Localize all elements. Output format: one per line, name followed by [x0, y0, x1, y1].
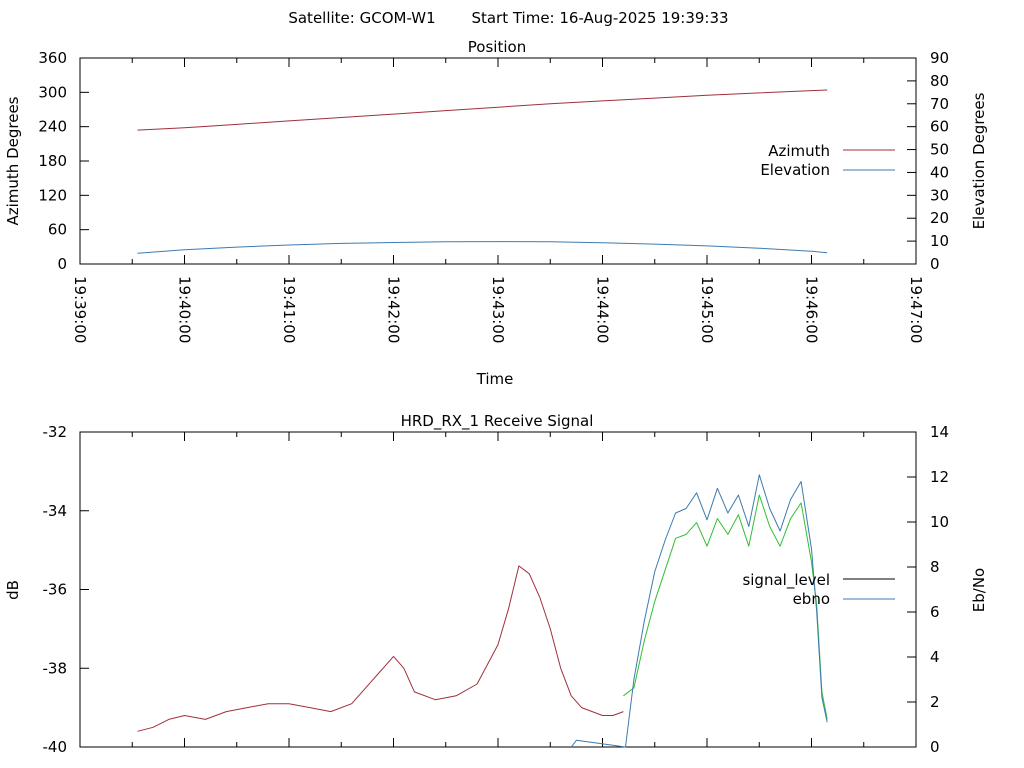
legend-azimuth-label: Azimuth	[768, 142, 830, 160]
start-time-label: Start Time: 16-Aug-2025 19:39:33	[471, 9, 728, 27]
position-ylabel: Azimuth Degrees	[4, 96, 22, 225]
signal-chart: HRD_RX_1 Receive Signal -40 -38 -36 -34 -32 0…	[4, 412, 988, 756]
signal-plot-frame	[79, 431, 917, 748]
position-ytick-label: 180	[38, 152, 67, 170]
signal-axes: -40 -38 -36 -34 -32 0 2 4 6 8 10 12 14	[43, 423, 950, 756]
position-y2tick-label: 20	[930, 209, 949, 227]
position-series-azimuth-line-0	[137, 89, 828, 131]
position-xtick-label: 19:45:00	[698, 276, 716, 343]
position-series	[137, 89, 828, 254]
position-xtick-label: 19:46:00	[803, 276, 821, 343]
position-axes: 19:39:00 19:40:00 19:41:00 19:42:00 19:43:00…	[38, 49, 949, 343]
signal-series-ebno-line-2	[570, 474, 828, 748]
position-title: Position	[468, 38, 526, 56]
signal-y2tick-label: 14	[930, 423, 949, 441]
signal-title: HRD_RX_1 Receive Signal	[401, 412, 594, 431]
signal-ytick-label: -36	[43, 581, 68, 599]
position-y2tick-label: 50	[930, 141, 949, 159]
position-legend: Azimuth Elevation	[760, 142, 895, 179]
legend-ebno-label: ebno	[793, 590, 830, 608]
position-y2tick-label: 70	[930, 95, 949, 113]
signal-y2tick-label: 2	[930, 693, 940, 711]
signal-y2tick-label: 6	[930, 603, 940, 621]
legend-signal-level-label: signal_level	[742, 571, 830, 590]
signal-y2label: Eb/No	[970, 568, 988, 612]
position-xlabel: Time	[476, 370, 514, 388]
signal-ytick-label: -40	[43, 738, 68, 756]
position-y2label: Elevation Degrees	[970, 92, 988, 229]
signal-y2tick-label: 4	[930, 648, 940, 666]
position-chart: Position 19:39:00 19:40:00 19:41:00 19:42:0…	[4, 38, 988, 388]
position-y2tick-label: 10	[930, 232, 949, 250]
position-y2tick-label: 0	[930, 255, 940, 273]
signal-y2tick-label: 0	[930, 738, 940, 756]
signal-series-signal-level-line-1	[623, 494, 828, 720]
position-ytick-label: 240	[38, 118, 67, 136]
signal-ytick-label: -38	[43, 659, 68, 677]
position-ytick-label: 120	[38, 186, 67, 204]
signal-ytick-label: -34	[43, 502, 68, 520]
signal-ytick-label: -32	[43, 423, 68, 441]
position-y2tick-label: 90	[930, 49, 949, 67]
position-series-elevation-line-1	[137, 241, 828, 254]
signal-y2tick-label: 10	[930, 513, 949, 531]
signal-series-signal-level-line-0	[137, 565, 624, 732]
signal-ylabel: dB	[4, 580, 22, 600]
position-y2tick-label: 80	[930, 72, 949, 90]
position-xtick-label: 19:43:00	[489, 276, 507, 343]
satellite-label: Satellite: GCOM-W1	[288, 9, 435, 27]
position-y2tick-label: 30	[930, 186, 949, 204]
legend-elevation-label: Elevation	[760, 161, 830, 179]
position-xtick-label: 19:47:00	[907, 276, 925, 343]
signal-legend: signal_level ebno	[742, 571, 895, 608]
position-xtick-label: 19:41:00	[280, 276, 298, 343]
position-xtick-label: 19:39:00	[71, 276, 89, 343]
position-ytick-label: 60	[48, 221, 67, 239]
position-y2tick-label: 40	[930, 163, 949, 181]
signal-y2tick-label: 8	[930, 558, 940, 576]
signal-series	[137, 474, 828, 748]
position-ytick-label: 300	[38, 83, 67, 101]
position-xtick-label: 19:42:00	[385, 276, 403, 343]
position-ytick-label: 360	[38, 49, 67, 67]
position-ytick-label: 0	[57, 255, 67, 273]
signal-y2tick-label: 12	[930, 468, 949, 486]
position-xtick-label: 19:44:00	[594, 276, 612, 343]
position-y2tick-label: 60	[930, 118, 949, 136]
position-xtick-label: 19:40:00	[176, 276, 194, 343]
